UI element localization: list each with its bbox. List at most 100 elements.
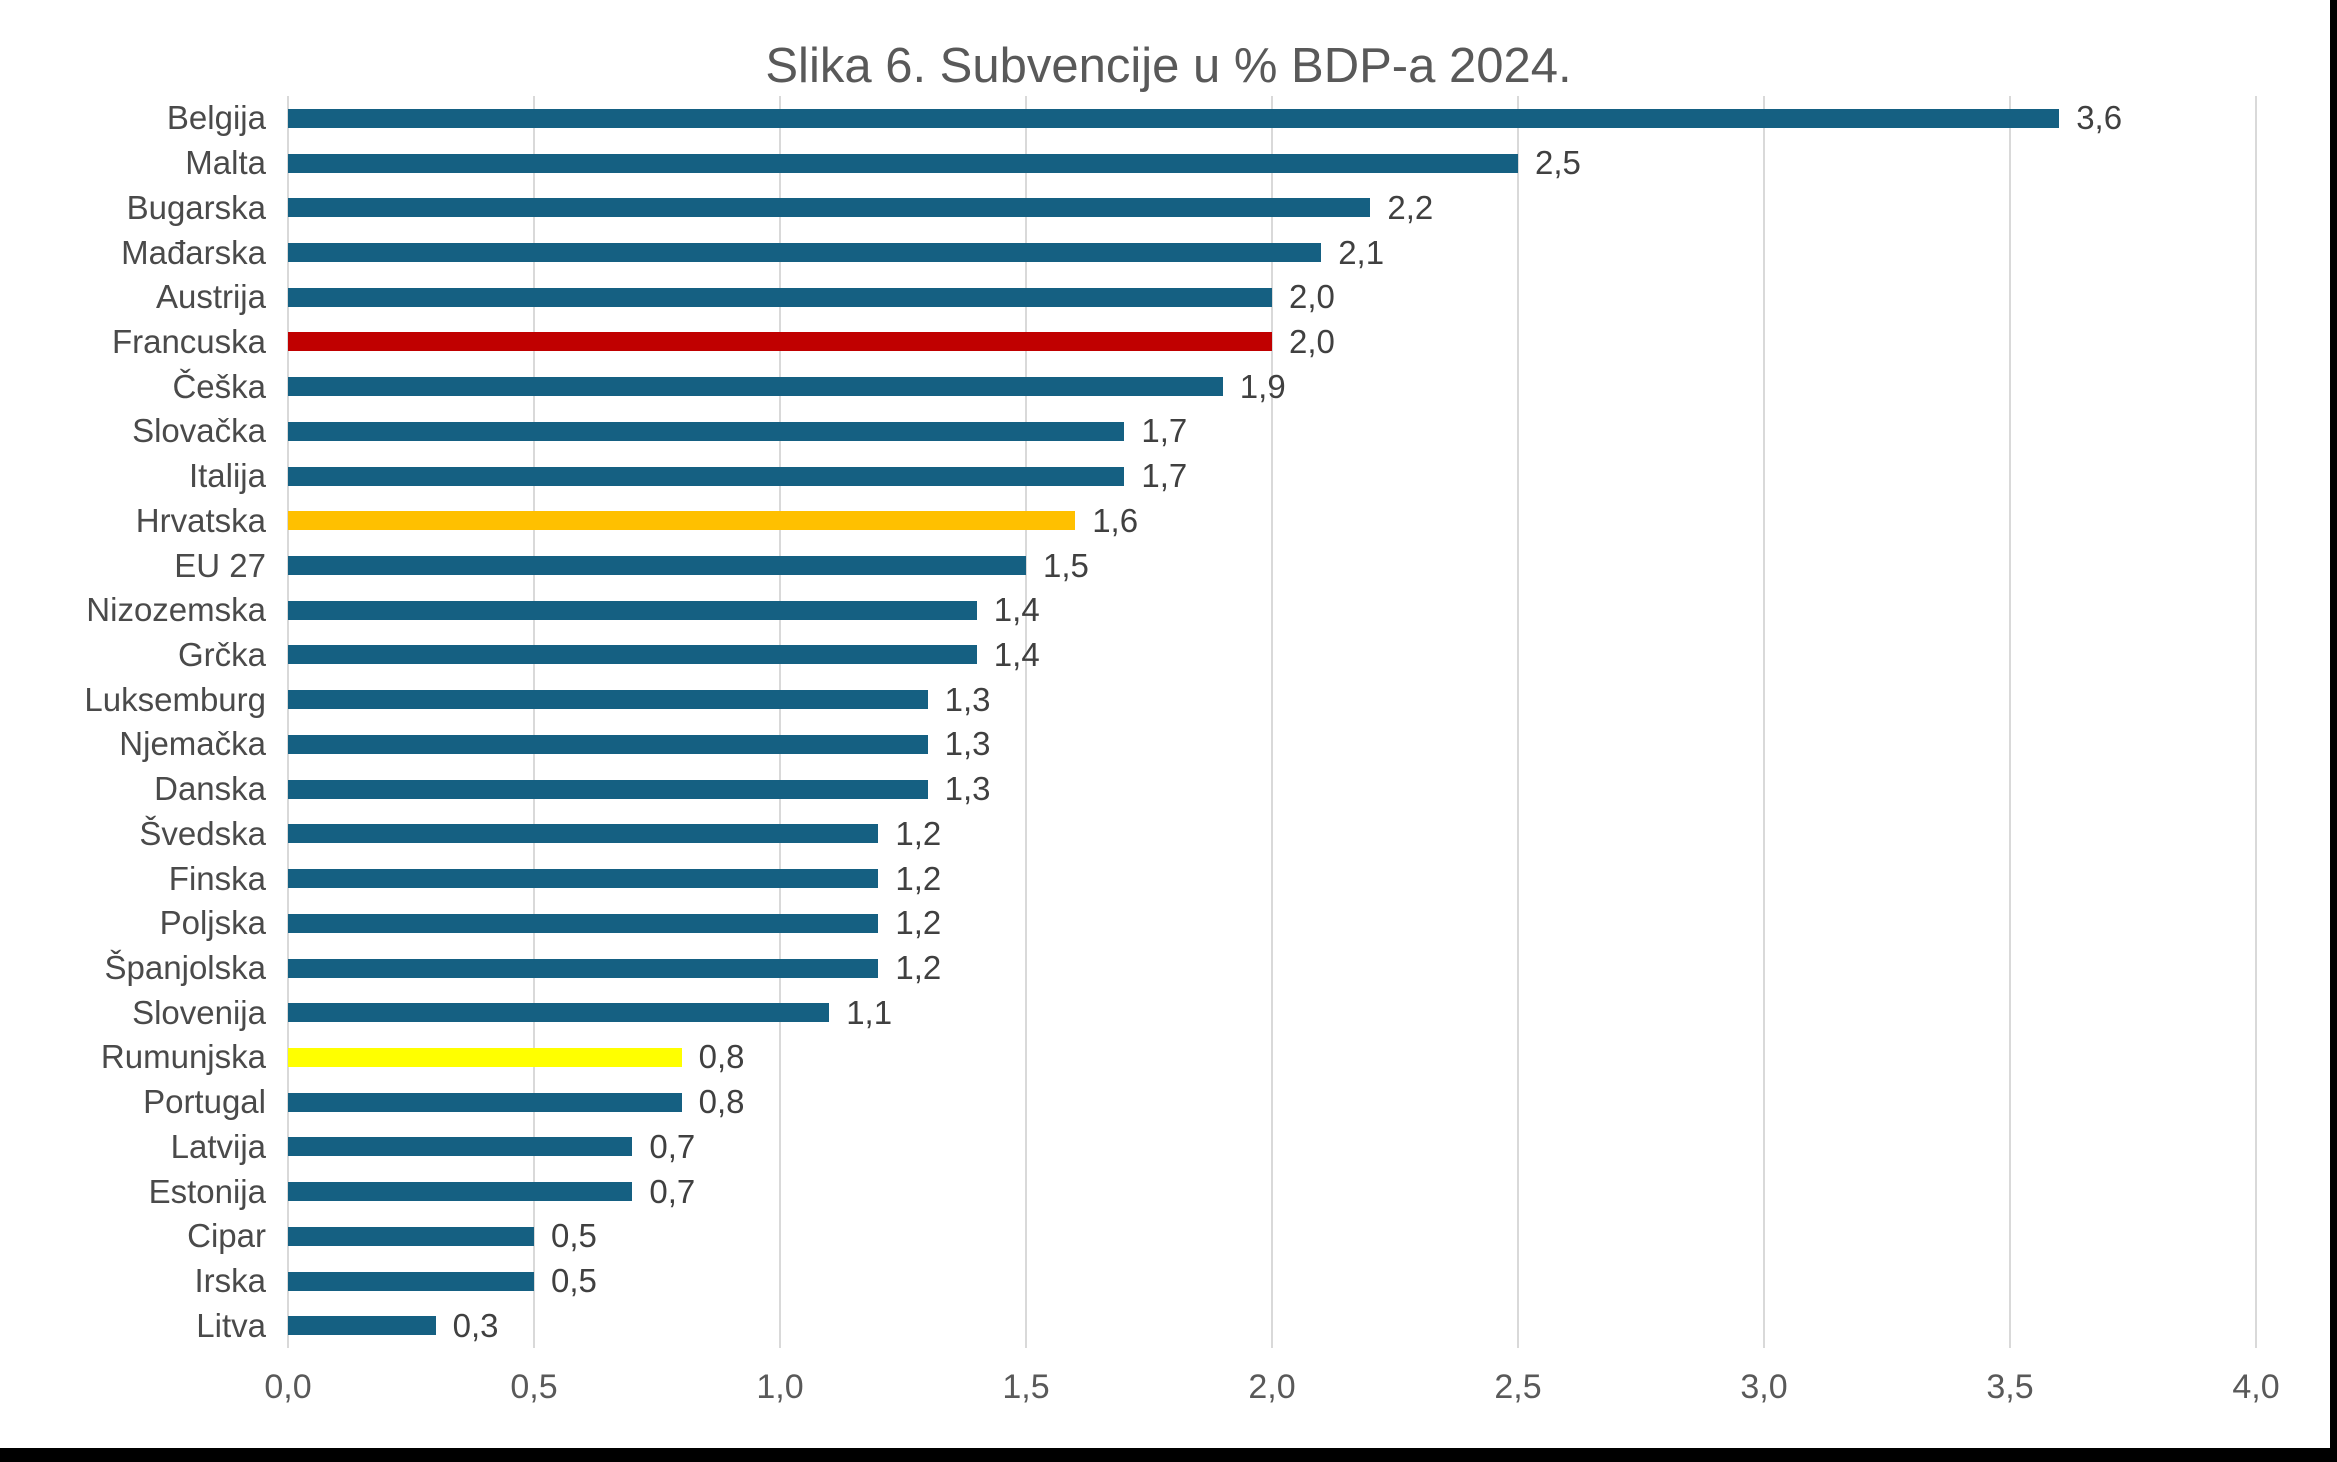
bar-row: 0,5 [288,1259,2256,1304]
value-label: 1,6 [1092,501,1139,539]
plot-area [287,96,2257,1348]
bar-row: 2,5 [288,141,2256,186]
value-label: 1,2 [895,949,942,987]
category-label: Luksemburg [84,680,266,718]
value-label: 1,3 [944,680,991,718]
bar-row: 0,5 [288,1214,2256,1259]
bar-row: 1,3 [288,722,2256,767]
x-tick-label: 3,5 [1986,1368,2034,1406]
bar [288,1182,633,1202]
bar-row: 1,3 [288,677,2256,722]
bar-row: 1,4 [288,588,2256,633]
category-label: Grčka [177,635,266,673]
category-label: Estonija [148,1172,266,1210]
value-label: 1,4 [993,591,1040,629]
bar-row: 2,1 [288,230,2256,275]
bar-row: 2,0 [288,320,2256,365]
bar-row: 0,8 [288,1080,2256,1125]
bar-series: 3,6 2,5 2,2 2,1 2,0 2,0 1,9 1,7 1,7 1,6 1,5 1,4 1,4 1… [288,96,2256,1348]
x-tick-label: 3,0 [1740,1368,1788,1406]
value-label: 0,7 [649,1172,696,1210]
bar [288,287,1272,307]
category-label: Bugarska [126,188,266,226]
x-tick-label: 2,0 [1248,1368,1296,1406]
bar-row: 1,2 [288,812,2256,857]
bar-row: 1,3 [288,767,2256,812]
value-label: 2,0 [1289,278,1335,316]
value-label: 0,5 [551,1262,597,1300]
value-label: 0,5 [551,1217,597,1255]
bar [288,466,1125,486]
value-label: 1,2 [895,859,942,897]
bar [288,734,928,754]
category-label: Portugal [143,1083,266,1121]
gridline [1763,96,1765,1348]
x-tick-label: 0,0 [264,1368,312,1406]
gridline [533,96,535,1348]
category-label: Češka [172,367,266,405]
bar-row: 1,4 [288,633,2256,678]
x-tick-label: 1,5 [1002,1368,1050,1406]
value-label: 0,8 [698,1083,745,1121]
x-tick-label: 0,5 [510,1368,558,1406]
bar [288,913,879,933]
bar [288,1271,534,1291]
category-axis: Belgija Malta Bugarska Mađarska Austrija Fran… [0,96,266,1348]
bar [288,1047,682,1067]
bar [288,779,928,799]
category-label: Irska [194,1262,266,1300]
bar [288,600,977,620]
bar-row: 1,6 [288,498,2256,543]
category-label: Malta [185,144,266,182]
gridline [1271,96,1273,1348]
bar [288,198,1371,218]
gridline [2009,96,2011,1348]
bar [288,1092,682,1112]
value-label: 2,5 [1535,144,1581,182]
bar-row: 1,1 [288,990,2256,1035]
bar [288,869,879,889]
value-label: 1,9 [1239,367,1286,405]
bar-row: 1,2 [288,856,2256,901]
bar [288,421,1125,441]
category-label: Austrija [155,278,266,316]
category-label: Hrvatska [135,501,266,539]
value-label: 1,2 [895,904,942,942]
frame-border-bottom [0,1448,2337,1462]
bar [288,243,1322,263]
bar [288,108,2060,128]
category-label: Slovačka [132,412,266,450]
value-label: 1,5 [1043,546,1089,584]
value-label: 1,7 [1141,412,1188,450]
frame-border-right [2330,0,2337,1462]
category-label: Danska [154,770,266,808]
bar [288,332,1272,352]
gridline [2255,96,2257,1348]
category-label: Litva [196,1306,266,1344]
bar [288,153,1518,173]
bar [288,511,1076,531]
bar-row: 0,8 [288,1035,2256,1080]
value-label: 0,7 [649,1127,696,1165]
bar-row: 1,2 [288,946,2256,991]
bar [288,690,928,710]
gridline [1025,96,1027,1348]
value-label: 1,1 [846,993,893,1031]
x-tick-label: 2,5 [1494,1368,1542,1406]
category-label: Finska [168,859,266,897]
bar-row: 3,6 [288,96,2256,141]
value-label: 3,6 [2076,99,2123,137]
bar [288,1003,830,1023]
bar-row: 0,7 [288,1169,2256,1214]
bar [288,1316,436,1336]
category-label: Poljska [159,904,266,942]
category-label: Njemačka [119,725,266,763]
category-label: Italija [188,457,266,495]
bar-row: 1,5 [288,543,2256,588]
value-label: 2,0 [1289,322,1335,360]
bar-row: 1,7 [288,454,2256,499]
gridline [1517,96,1519,1348]
bar [288,1226,534,1246]
bar-row: 2,2 [288,185,2256,230]
